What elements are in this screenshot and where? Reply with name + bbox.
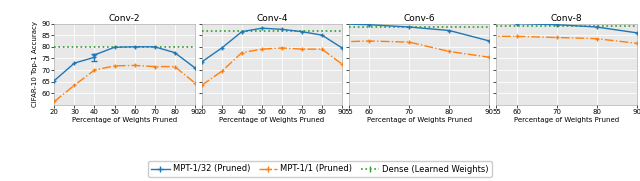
Title: Conv-6: Conv-6 [403, 14, 435, 23]
Title: Conv-4: Conv-4 [256, 14, 287, 23]
X-axis label: Percentage of Weights Pruned: Percentage of Weights Pruned [72, 117, 177, 123]
X-axis label: Percentage of Weights Pruned: Percentage of Weights Pruned [220, 117, 324, 123]
Title: Conv-2: Conv-2 [109, 14, 140, 23]
X-axis label: Percentage of Weights Pruned: Percentage of Weights Pruned [367, 117, 472, 123]
Title: Conv-8: Conv-8 [551, 14, 582, 23]
X-axis label: Percentage of Weights Pruned: Percentage of Weights Pruned [514, 117, 619, 123]
Y-axis label: CIFAR-10 Top-1 Accuracy: CIFAR-10 Top-1 Accuracy [33, 21, 38, 107]
Legend: MPT-1/32 (Pruned), MPT-1/1 (Pruned), Dense (Learned Weights): MPT-1/32 (Pruned), MPT-1/1 (Pruned), Den… [148, 161, 492, 177]
